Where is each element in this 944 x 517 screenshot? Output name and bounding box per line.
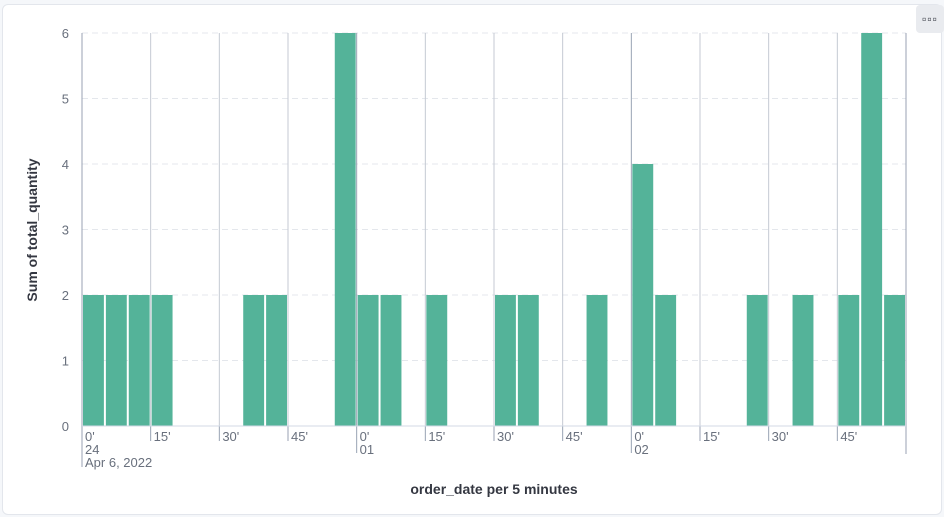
bar[interactable]: [334, 33, 356, 426]
bar[interactable]: [838, 295, 860, 426]
bar[interactable]: [495, 295, 516, 426]
x-tick-label: 0': [85, 429, 95, 444]
panel-options-button[interactable]: ▫▫▫: [916, 5, 944, 33]
x-tick-label: 0': [634, 429, 644, 444]
bar[interactable]: [632, 164, 654, 426]
x-tick-sublabel: 24: [85, 442, 99, 457]
x-tick-label: 30': [772, 429, 789, 444]
x-tick-label: 15': [428, 429, 445, 444]
bar[interactable]: [266, 295, 287, 426]
x-tick-sublabel: 01: [360, 442, 374, 457]
bar[interactable]: [586, 295, 608, 426]
y-tick-label: 1: [62, 354, 69, 369]
bar[interactable]: [861, 33, 883, 426]
x-tick-date-label: Apr 6, 2022: [85, 455, 152, 470]
chart-panel: [2, 4, 942, 515]
bar[interactable]: [380, 295, 402, 426]
bar[interactable]: [884, 295, 905, 426]
y-tick-label: 0: [62, 419, 69, 434]
bar[interactable]: [655, 295, 677, 426]
bar[interactable]: [243, 295, 265, 426]
bar[interactable]: [746, 295, 768, 426]
bar[interactable]: [128, 295, 150, 426]
y-axis-title: Sum of total_quantity: [24, 158, 40, 301]
y-tick-label: 4: [62, 157, 69, 172]
x-tick-label: 30': [222, 429, 239, 444]
more-horizontal-icon: ▫▫▫: [922, 12, 938, 26]
y-tick-label: 3: [62, 223, 69, 238]
bar[interactable]: [357, 295, 379, 426]
y-tick-label: 5: [62, 92, 69, 107]
bar[interactable]: [151, 295, 173, 426]
x-tick-label: 45': [840, 429, 857, 444]
y-tick-label: 2: [62, 288, 69, 303]
x-tick-label: 15': [154, 429, 171, 444]
x-tick-label: 0': [360, 429, 370, 444]
grid-layer: [81, 32, 907, 454]
x-tick-sublabel: 02: [634, 442, 648, 457]
bar[interactable]: [517, 295, 539, 426]
bar[interactable]: [83, 295, 104, 426]
x-axis-title: order_date per 5 minutes: [410, 481, 577, 497]
bar[interactable]: [426, 295, 448, 426]
y-tick-label: 6: [62, 26, 69, 41]
x-tick-label: 45': [291, 429, 308, 444]
bar[interactable]: [792, 295, 814, 426]
x-tick-label: 15': [703, 429, 720, 444]
bar[interactable]: [105, 295, 127, 426]
x-tick-label: 45': [566, 429, 583, 444]
x-tick-label: 30': [497, 429, 514, 444]
bar-layer: [83, 33, 905, 426]
